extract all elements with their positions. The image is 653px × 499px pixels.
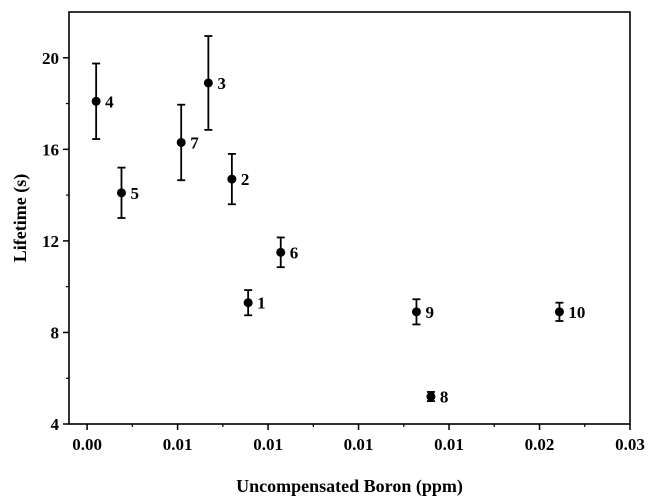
data-point-group: 4 bbox=[91, 62, 114, 140]
y-tick-label: 12 bbox=[42, 232, 59, 251]
data-point bbox=[91, 96, 101, 106]
x-axis: 0.00 0.01 0.01 0.01 0.01 0.02 0.03 bbox=[72, 424, 645, 454]
data-point-group: 2 bbox=[227, 153, 250, 206]
point-label: 8 bbox=[440, 388, 449, 407]
data-point-group: 3 bbox=[203, 35, 226, 131]
point-label: 2 bbox=[241, 170, 250, 189]
data-point bbox=[554, 307, 564, 317]
data-point bbox=[243, 298, 253, 308]
y-tick-label: 16 bbox=[42, 140, 59, 159]
data-point bbox=[227, 174, 237, 184]
point-label: 4 bbox=[105, 92, 114, 111]
data-point bbox=[116, 188, 126, 198]
x-tick-label: 0.02 bbox=[525, 435, 555, 454]
y-tick-label: 4 bbox=[51, 415, 60, 434]
data-point bbox=[426, 392, 436, 402]
x-tick-label: 0.01 bbox=[344, 435, 374, 454]
point-label: 9 bbox=[425, 303, 434, 322]
data-point bbox=[203, 78, 213, 88]
data-point-group: 6 bbox=[276, 236, 299, 269]
x-tick-label: 0.01 bbox=[163, 435, 193, 454]
data-point-group: 7 bbox=[176, 103, 199, 182]
y-axis: 4 8 12 16 20 bbox=[42, 49, 69, 434]
data-point-group: 10 bbox=[554, 301, 585, 322]
data-point-group: 9 bbox=[411, 298, 434, 326]
plot-frame bbox=[68, 11, 631, 425]
data-point-group: 8 bbox=[426, 388, 448, 407]
x-tick-label: 0.03 bbox=[615, 435, 645, 454]
y-tick-label: 8 bbox=[51, 323, 60, 342]
x-axis-title: Uncompensated Boron (ppm) bbox=[236, 476, 463, 497]
y-axis-title: Lifetime (s) bbox=[10, 174, 31, 262]
data-point-group: 1 bbox=[243, 289, 266, 317]
x-tick-label: 0.01 bbox=[253, 435, 283, 454]
data-point bbox=[176, 137, 186, 147]
data-points: 1 2 3 4 5 6 7 8 9 10 bbox=[91, 35, 585, 407]
point-label: 3 bbox=[217, 74, 226, 93]
point-label: 7 bbox=[190, 133, 199, 152]
data-point-group: 5 bbox=[116, 166, 139, 219]
point-label: 10 bbox=[568, 303, 585, 322]
y-tick-label: 20 bbox=[42, 49, 59, 68]
x-tick-label: 0.00 bbox=[72, 435, 102, 454]
point-label: 1 bbox=[257, 294, 266, 313]
data-point bbox=[411, 307, 421, 317]
point-label: 5 bbox=[130, 184, 139, 203]
point-label: 6 bbox=[290, 243, 299, 262]
plot-border bbox=[68, 11, 631, 425]
x-tick-label: 0.01 bbox=[434, 435, 464, 454]
data-point bbox=[276, 247, 286, 257]
